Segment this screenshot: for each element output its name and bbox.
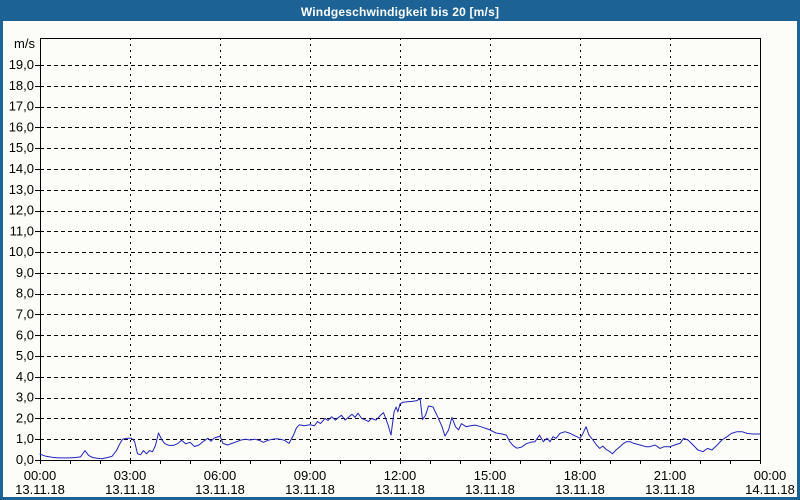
x-tick-time: 06:00 — [204, 468, 237, 483]
chart-area: 0,0 1,0 2,0 3,0 4,0 5,0 6,0 7,0 8,0 9,0 10,0 11,0 12… — [3, 21, 797, 497]
x-tick-date: 13.11.18 — [555, 482, 605, 497]
svg-text:8,0: 8,0 — [16, 286, 34, 301]
svg-text:12,0: 12,0 — [9, 203, 34, 218]
svg-text:9,0: 9,0 — [16, 265, 34, 280]
svg-text:4,0: 4,0 — [16, 369, 34, 384]
title-bar: Windgeschwindigkeit bis 20 [m/s] — [3, 3, 797, 21]
chart-title: Windgeschwindigkeit bis 20 [m/s] — [300, 5, 500, 19]
svg-text:m/s: m/s — [14, 36, 35, 51]
svg-text:16,0: 16,0 — [9, 119, 34, 134]
x-tick-date: 13.11.18 — [645, 482, 695, 497]
x-tick-time: 00:00 — [754, 468, 787, 483]
x-tick-date: 13.11.18 — [105, 482, 155, 497]
x-tick-date: 14.11.18 — [745, 482, 795, 497]
x-tick-time: 00:00 — [24, 468, 57, 483]
svg-text:1,0: 1,0 — [16, 431, 34, 446]
svg-text:15,0: 15,0 — [9, 140, 34, 155]
svg-text:3,0: 3,0 — [16, 390, 34, 405]
x-tick-date: 13.11.18 — [375, 482, 425, 497]
svg-text:10,0: 10,0 — [9, 244, 34, 259]
svg-text:13,0: 13,0 — [9, 182, 34, 197]
x-tick-date: 13.11.18 — [195, 482, 245, 497]
x-tick-date: 13.11.18 — [15, 482, 65, 497]
svg-text:11,0: 11,0 — [10, 223, 34, 238]
svg-text:17,0: 17,0 — [9, 99, 34, 114]
x-tick-date: 13.11.18 — [465, 482, 515, 497]
svg-text:2,0: 2,0 — [16, 410, 34, 425]
svg-text:6,0: 6,0 — [16, 327, 34, 342]
x-tick-time: 12:00 — [384, 468, 417, 483]
wind-speed-line-chart: 0,0 1,0 2,0 3,0 4,0 5,0 6,0 7,0 8,0 9,0 10,0 11,0 12… — [9, 36, 795, 497]
x-tick-date: 13.11.18 — [285, 482, 335, 497]
svg-text:18,0: 18,0 — [9, 78, 34, 93]
x-tick-time: 21:00 — [654, 468, 687, 483]
wind-speed-series — [39, 398, 761, 460]
svg-text:19,0: 19,0 — [9, 57, 34, 72]
x-tick-time: 03:00 — [114, 468, 147, 483]
x-tick-time: 15:00 — [474, 468, 507, 483]
svg-text:14,0: 14,0 — [9, 161, 34, 176]
svg-text:7,0: 7,0 — [16, 306, 34, 321]
svg-text:5,0: 5,0 — [16, 348, 34, 363]
svg-text:0,0: 0,0 — [16, 452, 34, 467]
x-tick-time: 18:00 — [564, 468, 597, 483]
x-tick-time: 09:00 — [294, 468, 327, 483]
